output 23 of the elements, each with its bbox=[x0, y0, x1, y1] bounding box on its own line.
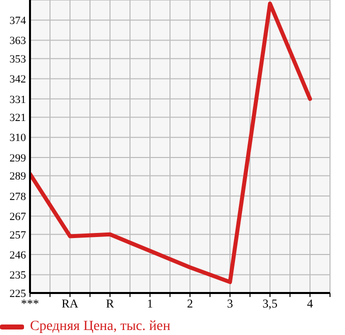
x-tick-label: 3 bbox=[227, 296, 233, 311]
y-tick-label: 310 bbox=[10, 132, 26, 144]
y-tick-label: 267 bbox=[10, 210, 26, 223]
y-tick-label: 374 bbox=[10, 15, 26, 28]
x-tick-label: 2 bbox=[187, 296, 193, 311]
y-tick-label: 363 bbox=[10, 35, 26, 48]
x-tick-label: RA bbox=[62, 296, 79, 311]
y-tick-label: 353 bbox=[10, 54, 26, 66]
y-tick-label: 289 bbox=[10, 170, 26, 183]
line-series bbox=[30, 2, 312, 284]
y-tick-label: 235 bbox=[10, 270, 26, 282]
y-tick-label: 331 bbox=[10, 94, 26, 106]
y-tick-label: 278 bbox=[10, 190, 26, 203]
x-tick-label: 1 bbox=[147, 296, 153, 311]
x-tick-label: 4 bbox=[307, 296, 313, 311]
y-tick-label: 321 bbox=[10, 112, 26, 124]
legend-label: Средняя Цена, тыс. йен bbox=[30, 319, 170, 335]
y-tick-label: 299 bbox=[10, 152, 26, 164]
x-tick-label: 3,5 bbox=[262, 296, 278, 311]
y-tick-label: 246 bbox=[10, 249, 26, 262]
y-tick-label: 257 bbox=[10, 229, 26, 242]
y-tick-label: 342 bbox=[10, 74, 26, 86]
x-tick-label: R bbox=[106, 296, 114, 311]
